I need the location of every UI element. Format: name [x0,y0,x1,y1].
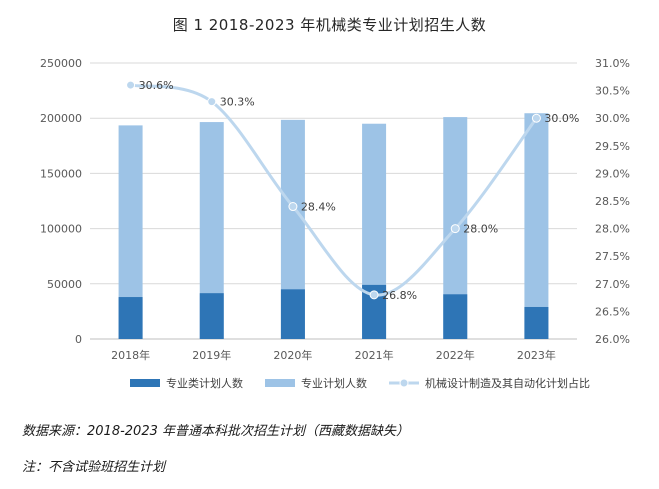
y-right-tick-label: 30.5% [595,85,630,98]
y-right-tick-label: 26.5% [595,305,630,318]
source-note: 数据来源：2018-2023 年普通本科批次招生计划（西藏数据缺失） [22,424,409,439]
y-right-tick-label: 30.0% [595,112,630,125]
ratio-line [130,83,538,297]
x-tick-label: 2020年 [273,348,312,362]
legend-swatch [265,379,295,387]
x-tick-label: 2021年 [355,348,394,362]
legend-label: 机械设计制造及其自动化计划占比 [425,376,590,390]
y-left-tick-label: 0 [75,333,82,346]
exclusion-note: 注：不含试验班招生计划 [22,460,166,475]
y-left-tick-label: 250000 [40,57,82,70]
ratio-data-label: 26.8% [382,289,417,302]
bar-category-plan [524,306,549,339]
chart-title: 图 1 2018-2023 年机械类专业计划招生人数 [172,16,487,34]
legend-swatch [130,379,160,387]
y-right-tick-label: 26.0% [595,333,630,346]
x-tick-label: 2022年 [436,348,475,362]
y-left-tick-label: 100000 [40,223,82,236]
ratio-data-label: 28.4% [301,201,336,214]
chart-container: 图 1 2018-2023 年机械类专业计划招生人数 0 50000 100000 1… [40,16,630,390]
ratio-point [369,290,379,300]
bar-category-plan [199,293,224,339]
legend-label: 专业计划人数 [301,376,367,390]
legend-line-marker [399,378,409,388]
ratio-data-label: 28.0% [463,223,498,236]
ratio-point [207,97,217,107]
ratio-data-label: 30.0% [544,112,579,125]
y-right-tick-label: 28.0% [595,223,630,236]
y-right-tick-label: 28.5% [595,195,630,208]
y-right-tick-label: 27.5% [595,250,630,263]
bar-category-plan [118,297,143,339]
y-right-tick-label: 31.0% [595,57,630,70]
y-right-tick-label: 29.5% [595,140,630,153]
y-left-tick-label: 200000 [40,112,82,125]
y-left-tick-label: 50000 [47,278,82,291]
y-right-tick-label: 29.0% [595,167,630,180]
ratio-data-label: 30.3% [220,96,255,109]
ratio-data-label: 30.6% [139,79,174,92]
x-tick-label: 2023年 [517,348,556,362]
ratio-point [126,80,136,90]
y-left-tick-label: 150000 [40,167,82,180]
x-tick-label: 2019年 [192,348,231,362]
chart-svg: 0 50000 100000 150000 200000 250000 26.0% 26.5%… [40,57,630,390]
bar-major-plan [524,113,549,340]
x-tick-label: 2018年 [111,348,150,362]
bar-category-plan [443,294,468,339]
ratio-point [531,113,541,123]
bar-category-plan [280,289,305,339]
ratio-point [288,202,298,212]
y-right-tick-label: 27.0% [595,278,630,291]
legend-label: 专业类计划人数 [166,376,243,390]
ratio-point [450,224,460,234]
